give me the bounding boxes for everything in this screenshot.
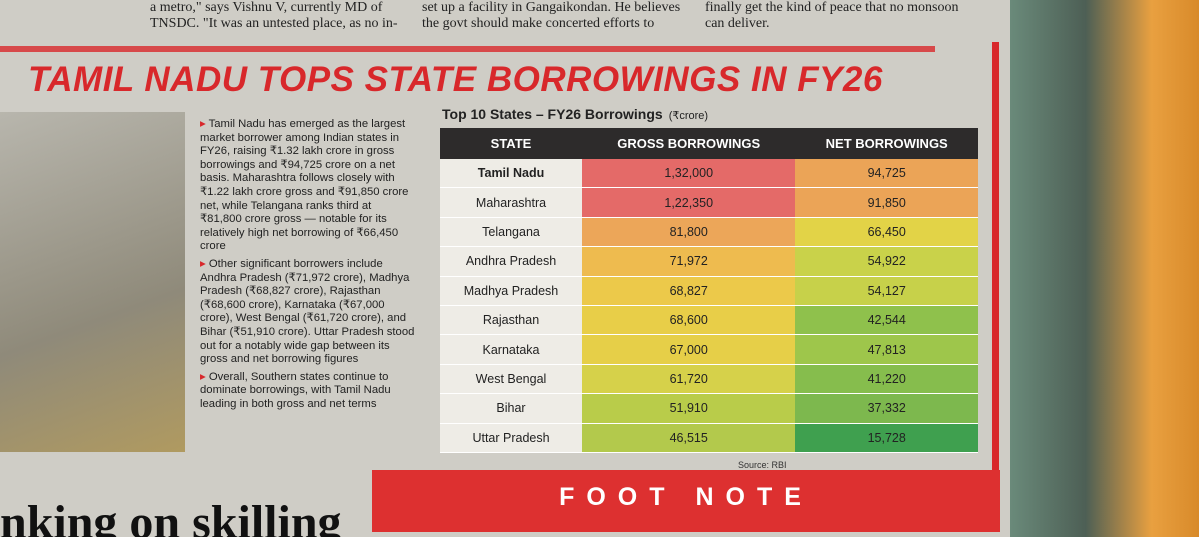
article-title: TAMIL NADU TOPS STATE BORROWINGS IN FY26 — [28, 60, 883, 99]
value-cell: 66,450 — [795, 217, 978, 248]
text-line: TNSDC. "It was an untested place, as no … — [150, 16, 398, 31]
value-cell: 1,32,000 — [582, 159, 796, 189]
photo — [0, 112, 185, 452]
value-cell: 54,127 — [795, 276, 978, 306]
header-cell: STATE — [440, 128, 583, 159]
article-body: Tamil Nadu has emerged as the largest ma… — [200, 118, 415, 415]
rule — [0, 46, 935, 52]
value-cell: 46,515 — [582, 423, 796, 453]
header-row: STATE GROSS BORROWINGS NET BORROWINGS — [440, 128, 978, 159]
text-line: can deliver. — [705, 16, 770, 31]
paragraph: Other significant borrowers include Andh… — [200, 258, 415, 367]
top-column: set up a facility in Gangaikondan. He be… — [422, 0, 680, 32]
value-cell: 91,850 — [795, 187, 978, 218]
rule — [992, 42, 999, 482]
state-cell: Uttar Pradesh — [440, 423, 583, 453]
state-cell: Andhra Pradesh — [440, 246, 583, 277]
value-cell: 47,813 — [795, 334, 978, 365]
state-cell: Tamil Nadu — [440, 159, 583, 189]
value-cell: 68,827 — [582, 276, 796, 306]
paragraph: Tamil Nadu has emerged as the largest ma… — [200, 118, 415, 254]
text-line: finally get the kind of peace that no mo… — [705, 0, 959, 15]
value-cell: 81,800 — [582, 217, 796, 248]
table-title-text: Top 10 States – FY26 Borrowings — [442, 106, 663, 122]
value-cell: 42,544 — [795, 305, 978, 336]
table-row: Bihar 51,910 37,332 — [440, 393, 978, 424]
headline: nking on skilling — [0, 496, 342, 537]
text-line: a metro," says Vishnu V, currently MD of — [150, 0, 383, 15]
table-row: Telangana 81,800 66,450 — [440, 217, 978, 248]
table-row: Madhya Pradesh 68,827 54,127 — [440, 276, 978, 306]
state-cell: Telangana — [440, 217, 583, 248]
table-title: Top 10 States – FY26 Borrowings (₹crore) — [442, 106, 708, 122]
value-cell: 68,600 — [582, 305, 796, 336]
paragraph: Overall, Southern states continue to dom… — [200, 371, 415, 412]
table-row: Karnataka 67,000 47,813 — [440, 334, 978, 365]
state-cell: Madhya Pradesh — [440, 276, 583, 306]
state-cell: Maharashtra — [440, 187, 583, 218]
table-row: Rajasthan 68,600 42,544 — [440, 305, 978, 336]
state-cell: Bihar — [440, 393, 583, 424]
table: STATE GROSS BORROWINGS NET BORROWINGS Tamil… — [440, 128, 978, 453]
state-cell: Rajasthan — [440, 305, 583, 336]
value-cell: 51,910 — [582, 393, 796, 424]
value-cell: 54,922 — [795, 246, 978, 277]
table-row: Tamil Nadu 1,32,000 94,725 — [440, 159, 978, 189]
value-cell: 71,972 — [582, 246, 796, 277]
table-row: West Bengal 61,720 41,220 — [440, 364, 978, 395]
header-cell: GROSS BORROWINGS — [582, 128, 796, 159]
value-cell: 37,332 — [795, 393, 978, 424]
value-cell: 67,000 — [582, 334, 796, 365]
value-cell: 1,22,350 — [582, 187, 796, 218]
state-cell: Karnataka — [440, 334, 583, 365]
header-cell: NET BORROWINGS — [795, 128, 978, 159]
value-cell: 41,220 — [795, 364, 978, 395]
state-cell: West Bengal — [440, 364, 583, 395]
text-line: the govt should make concerted efforts t… — [422, 16, 655, 31]
banner: FOOT NOTE — [372, 470, 1000, 532]
top-column: a metro," says Vishnu V, currently MD of… — [150, 0, 398, 32]
text-line: set up a facility in Gangaikondan. He be… — [422, 0, 681, 15]
table-row: Uttar Pradesh 46,515 15,728 — [440, 423, 978, 453]
background-photo — [1010, 0, 1199, 537]
table-unit: (₹crore) — [668, 110, 709, 122]
source: Source: RBI — [738, 460, 787, 470]
value-cell: 61,720 — [582, 364, 796, 395]
value-cell: 15,728 — [795, 423, 978, 453]
table-row: Maharashtra 1,22,350 91,850 — [440, 187, 978, 218]
value-cell: 94,725 — [795, 159, 978, 189]
top-column: finally get the kind of peace that no mo… — [705, 0, 959, 32]
table-row: Andhra Pradesh 71,972 54,922 — [440, 246, 978, 277]
